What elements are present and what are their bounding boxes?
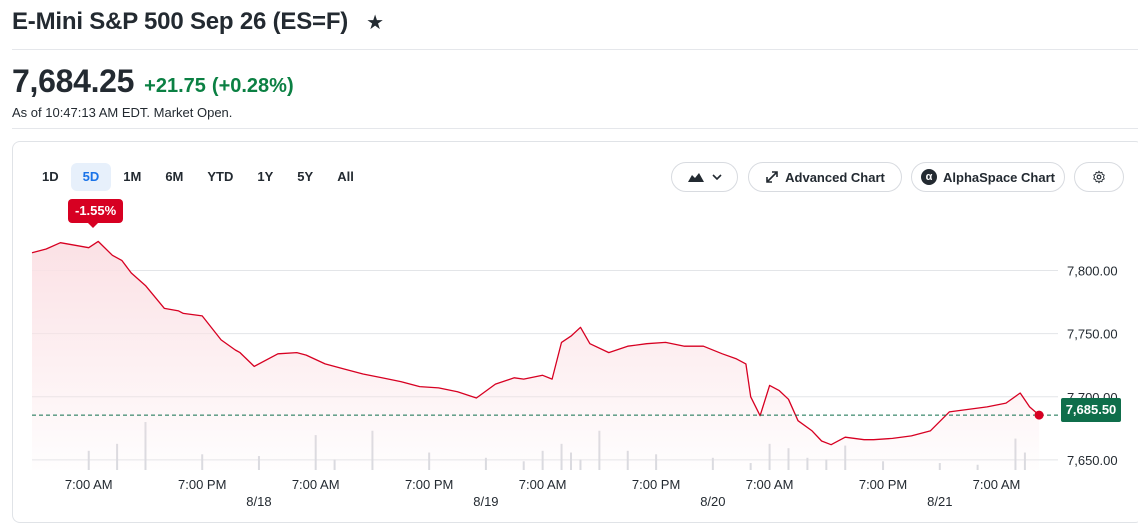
range-tab-1y[interactable]: 1Y (257, 169, 274, 184)
title-row: E-Mini S&P 500 Sep 26 (ES=F) ★ (12, 4, 384, 40)
range-tab-ytd[interactable]: YTD (207, 169, 234, 184)
divider (12, 49, 1138, 50)
x-date-label: 8/21 (927, 494, 952, 509)
x-tick-label: 7:00 AM (519, 477, 567, 492)
range-tab-5d[interactable]: 5D (70, 163, 112, 191)
x-tick-label: 7:00 PM (859, 477, 907, 492)
advanced-chart-button[interactable]: Advanced Chart (748, 162, 902, 192)
gear-icon (1093, 170, 1105, 184)
range-selector: 1D 5D 1M 6M YTD 1Y 5Y All (30, 163, 366, 191)
star-icon[interactable]: ★ (366, 11, 385, 34)
x-tick-label: 7:00 AM (746, 477, 794, 492)
range-tab-all[interactable]: All (337, 169, 354, 184)
x-date-label: 8/19 (473, 494, 498, 509)
y-tick-label: 7,750.00 (1067, 327, 1118, 342)
y-tick-label: 7,800.00 (1067, 263, 1118, 278)
x-date-label: 8/20 (700, 494, 725, 509)
x-tick-label: 7:00 PM (178, 477, 226, 492)
page-title: E-Mini S&P 500 Sep 26 (ES=F) (12, 8, 349, 35)
range-tab-1m[interactable]: 1M (123, 169, 142, 184)
x-tick-label: 7:00 PM (632, 477, 680, 492)
price-change: +21.75 (144, 75, 206, 97)
price-area (32, 241, 1040, 470)
market-status: As of 10:47:13 AM EDT. Market Open. (12, 105, 233, 120)
y-tick-label: 7,650.00 (1067, 453, 1118, 468)
price-change-percent: (+0.28%) (211, 75, 294, 97)
x-tick-label: 7:00 AM (973, 477, 1021, 492)
mountain-chart-icon (687, 173, 704, 182)
price-line (31, 240, 1040, 446)
expand-arrows-icon (766, 171, 778, 183)
range-tab-5y[interactable]: 5Y (297, 169, 314, 184)
alphaspace-chart-label: AlphaSpace Chart (943, 169, 1055, 185)
alphaspace-chart-button[interactable]: α AlphaSpace Chart (911, 162, 1065, 192)
current-price-tag: 7,685.50 (1061, 398, 1121, 422)
range-tab-1d[interactable]: 1D (42, 169, 59, 184)
quote-price-row: 7,684.25 +21.75 (+0.28%) (12, 63, 294, 100)
last-price: 7,684.25 (12, 63, 135, 99)
divider (12, 128, 1138, 129)
x-date-label: 8/18 (246, 494, 271, 509)
alpha-icon: α (921, 169, 937, 185)
range-tab-6m[interactable]: 6M (165, 169, 184, 184)
x-tick-label: 7:00 AM (292, 477, 340, 492)
x-tick-label: 7:00 AM (65, 477, 113, 492)
period-change-badge: -1.55% (68, 199, 124, 228)
last-price-marker (1034, 410, 1044, 420)
advanced-chart-label: Advanced Chart (785, 169, 885, 185)
x-tick-label: 7:00 PM (405, 477, 453, 492)
chart-type-button[interactable] (671, 162, 738, 192)
chevron-down-icon (711, 174, 722, 180)
settings-button[interactable] (1074, 162, 1124, 192)
